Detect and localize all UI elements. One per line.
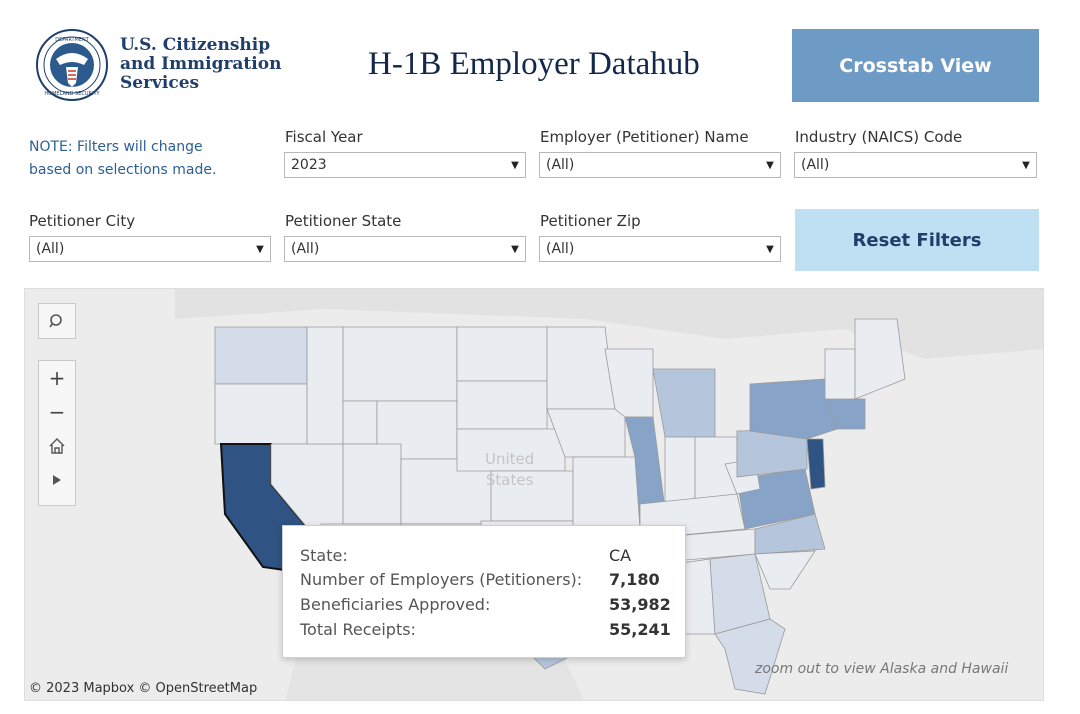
state-wa[interactable] (214, 326, 308, 385)
state-ut[interactable] (342, 443, 402, 525)
home-icon[interactable] (39, 429, 75, 463)
filters-note-line-1: NOTE: Filters will change (29, 139, 203, 155)
zoom-out-note: zoom out to view Alaska and Hawaii (755, 661, 1009, 677)
petitioner-zip-select[interactable]: (All) ▼ (539, 236, 781, 262)
map-zoom-toolbar: + − (38, 360, 76, 506)
state-ny[interactable] (749, 378, 838, 440)
chevron-down-icon: ▼ (511, 243, 519, 255)
state-me[interactable] (854, 318, 906, 400)
petitioner-state-label: Petitioner State (285, 212, 402, 230)
state-tooltip: State: CA Number of Employers (Petitione… (282, 525, 686, 658)
employer-name-select[interactable]: (All) ▼ (539, 152, 781, 178)
svg-text:DEPARTMENT: DEPARTMENT (55, 37, 90, 43)
search-icon[interactable] (39, 304, 75, 338)
map-attribution[interactable]: © 2023 Mapbox © OpenStreetMap (29, 681, 258, 696)
play-icon[interactable] (39, 463, 75, 497)
agency-line-3: Services (120, 73, 200, 93)
chevron-down-icon: ▼ (766, 243, 774, 255)
agency-line-1: U.S. Citizenship (120, 35, 271, 55)
fiscal-year-value: 2023 (291, 157, 327, 173)
petitioner-zip-value: (All) (546, 241, 575, 257)
tooltip-receipts-value: 55,241 (609, 620, 671, 639)
zoom-in-icon[interactable]: + (48, 366, 66, 390)
state-fl[interactable] (714, 618, 786, 695)
state-nc[interactable] (754, 513, 826, 555)
petitioner-state-value: (All) (291, 241, 320, 257)
us-choropleth-map[interactable]: United States + − (24, 288, 1044, 701)
petitioner-state-select[interactable]: (All) ▼ (284, 236, 526, 262)
chevron-down-icon: ▼ (1022, 159, 1030, 171)
svg-text:HOMELAND SECURITY: HOMELAND SECURITY (44, 91, 100, 97)
chevron-down-icon: ▼ (766, 159, 774, 171)
tooltip-receipts-label: Total Receipts: (300, 620, 416, 639)
country-label-line-2: States (485, 471, 534, 489)
state-or[interactable] (214, 383, 308, 445)
state-in[interactable] (664, 436, 696, 510)
filters-note-line-2: based on selections made. (29, 162, 217, 178)
canada-land (175, 289, 1043, 359)
zoom-out-icon[interactable]: − (48, 400, 66, 424)
state-vt-nh[interactable] (824, 348, 856, 400)
chevron-down-icon: ▼ (256, 243, 264, 255)
state-sd[interactable] (456, 380, 548, 430)
petitioner-city-select[interactable]: (All) ▼ (29, 236, 271, 262)
agency-line-2: and Immigration (120, 54, 282, 74)
state-wy-west[interactable] (342, 400, 378, 445)
state-id[interactable] (306, 326, 344, 445)
tooltip-approved-value: 53,982 (609, 595, 671, 614)
petitioner-city-label: Petitioner City (29, 212, 136, 230)
crosstab-view-button[interactable]: Crosstab View (792, 29, 1039, 102)
employer-name-value: (All) (546, 157, 575, 173)
petitioner-zip-label: Petitioner Zip (540, 212, 641, 230)
reset-filters-button[interactable]: Reset Filters (795, 209, 1039, 271)
country-label: United States (485, 449, 534, 491)
map-search-tool[interactable] (38, 303, 76, 339)
employer-name-label: Employer (Petitioner) Name (540, 128, 749, 146)
tooltip-approved-label: Beneficiaries Approved: (300, 595, 491, 614)
naics-code-label: Industry (NAICS) Code (795, 128, 963, 146)
state-nj[interactable] (806, 438, 826, 490)
agency-name: U.S. Citizenship and Immigration Service… (120, 36, 281, 93)
chevron-down-icon: ▼ (511, 159, 519, 171)
state-sc[interactable] (754, 550, 816, 590)
dhs-seal-icon: DEPARTMENT HOMELAND SECURITY (36, 29, 108, 101)
naics-code-select[interactable]: (All) ▼ (794, 152, 1037, 178)
tooltip-employers-value: 7,180 (609, 570, 660, 589)
tooltip-state-value: CA (609, 546, 632, 565)
state-nd[interactable] (456, 326, 548, 382)
page-title: H-1B Employer Datahub (368, 46, 700, 82)
naics-code-value: (All) (801, 157, 830, 173)
state-mt[interactable] (342, 326, 458, 402)
filters-note: NOTE: Filters will change based on selec… (29, 136, 216, 182)
tooltip-employers-label: Number of Employers (Petitioners): (300, 570, 583, 589)
fiscal-year-label: Fiscal Year (285, 128, 363, 146)
petitioner-city-value: (All) (36, 241, 65, 257)
state-mn[interactable] (546, 326, 616, 410)
country-label-line-1: United (485, 450, 535, 468)
fiscal-year-select[interactable]: 2023 ▼ (284, 152, 526, 178)
state-mo[interactable] (572, 456, 641, 528)
tooltip-state-label: State: (300, 546, 348, 565)
